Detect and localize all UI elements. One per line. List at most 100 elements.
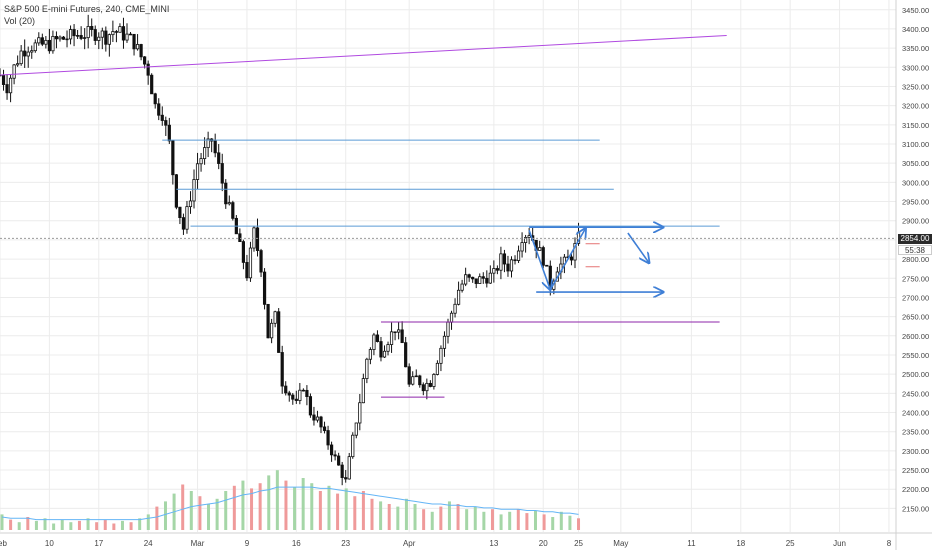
volume-bar	[112, 523, 116, 530]
candle-body	[157, 103, 161, 116]
price-tick-label: 2300.00	[902, 447, 929, 456]
candle-body	[150, 74, 154, 95]
candle-body	[37, 37, 41, 44]
candle-body	[114, 31, 119, 33]
candle-body	[393, 331, 397, 334]
candle-body	[425, 382, 429, 392]
volume-bar	[9, 519, 13, 530]
candle-body	[509, 259, 514, 272]
volume-moving-average	[1, 486, 579, 521]
candle-body	[513, 259, 517, 262]
price-tick-label: 2450.00	[902, 389, 929, 398]
time-tick-label: 23	[341, 539, 350, 548]
candle-body	[111, 31, 115, 36]
candle-body	[428, 382, 432, 387]
candle-body	[397, 329, 401, 333]
candle-body	[104, 30, 108, 45]
volume-bar	[301, 478, 305, 530]
candle-body	[421, 384, 425, 392]
volume-bar	[120, 520, 124, 530]
candle-body	[153, 93, 157, 105]
candle-body	[143, 56, 147, 65]
candle-body	[414, 375, 418, 378]
volume-bar	[508, 511, 512, 530]
candle-body	[68, 29, 73, 40]
volume-bar	[284, 480, 288, 530]
candle-body	[44, 39, 48, 45]
volume-bar	[542, 514, 546, 530]
time-tick-label: 13	[489, 539, 498, 548]
volume-bar	[224, 491, 228, 530]
volume-bar	[95, 522, 99, 530]
candle-body	[400, 329, 404, 344]
candle-body	[545, 264, 549, 267]
candle-body	[19, 50, 23, 65]
candle-body	[386, 344, 390, 352]
candle-body	[453, 303, 457, 314]
candle-body	[262, 271, 267, 305]
volume-bar	[103, 519, 107, 530]
price-tick-label: 3100.00	[902, 140, 929, 149]
candle-body	[118, 26, 122, 33]
candle-body	[47, 39, 51, 52]
candle-body	[270, 322, 274, 339]
price-tick-label: 2550.00	[902, 351, 929, 360]
candle-body	[471, 276, 475, 280]
candle-body	[93, 29, 97, 41]
candle-body	[365, 358, 369, 380]
candle-body	[16, 63, 20, 66]
volume-bar	[43, 518, 47, 530]
volume-bar	[413, 504, 417, 530]
volume-bar	[422, 509, 426, 530]
candle-body	[79, 35, 83, 39]
candle-body	[456, 289, 461, 305]
candle-body	[51, 36, 55, 52]
price-tick-label: 2900.00	[902, 217, 929, 226]
volume-bars	[0, 470, 581, 530]
volume-bar	[559, 511, 563, 530]
volume-bar	[577, 518, 581, 530]
candle-body	[541, 247, 545, 266]
candle-body	[460, 283, 464, 291]
candle-body	[538, 247, 542, 251]
volume-bar	[129, 522, 133, 530]
candle-body	[467, 274, 471, 278]
time-tick-label: 9	[245, 539, 250, 548]
candle-body	[202, 147, 207, 160]
time-tick-label: Jun	[833, 539, 846, 548]
candle-body	[488, 272, 492, 284]
candle-body	[164, 120, 168, 126]
volume-bar	[379, 501, 383, 530]
candle-body	[527, 235, 531, 238]
time-tick-label: 8	[887, 539, 892, 548]
candle-body	[54, 36, 59, 40]
candle-body	[12, 64, 16, 79]
time-tick-label: Apr	[403, 539, 416, 548]
candle-body	[146, 63, 150, 76]
volume-bar	[275, 470, 279, 530]
candle-body	[23, 50, 27, 57]
volume-bar	[34, 520, 38, 530]
candle-body	[121, 26, 126, 41]
candle-body	[435, 362, 440, 375]
price-tick-label: 3400.00	[902, 25, 929, 34]
candle-body	[241, 241, 246, 263]
candle-body	[322, 426, 327, 431]
candle-body	[220, 163, 224, 184]
candle-body	[195, 163, 200, 180]
candle-body	[231, 202, 235, 219]
candle-body	[192, 179, 196, 202]
volume-bar	[516, 509, 520, 530]
price-tick-label: 2600.00	[902, 332, 929, 341]
volume-bar	[258, 483, 262, 530]
volume-bar	[336, 493, 340, 530]
volume-bar	[353, 496, 357, 530]
candle-body	[217, 152, 221, 164]
volume-bar	[155, 506, 159, 530]
candle-body	[506, 263, 510, 272]
candle-body	[284, 385, 288, 394]
time-tick-label: Feb	[0, 539, 7, 548]
candle-body	[573, 243, 577, 261]
volume-bar	[396, 506, 400, 530]
